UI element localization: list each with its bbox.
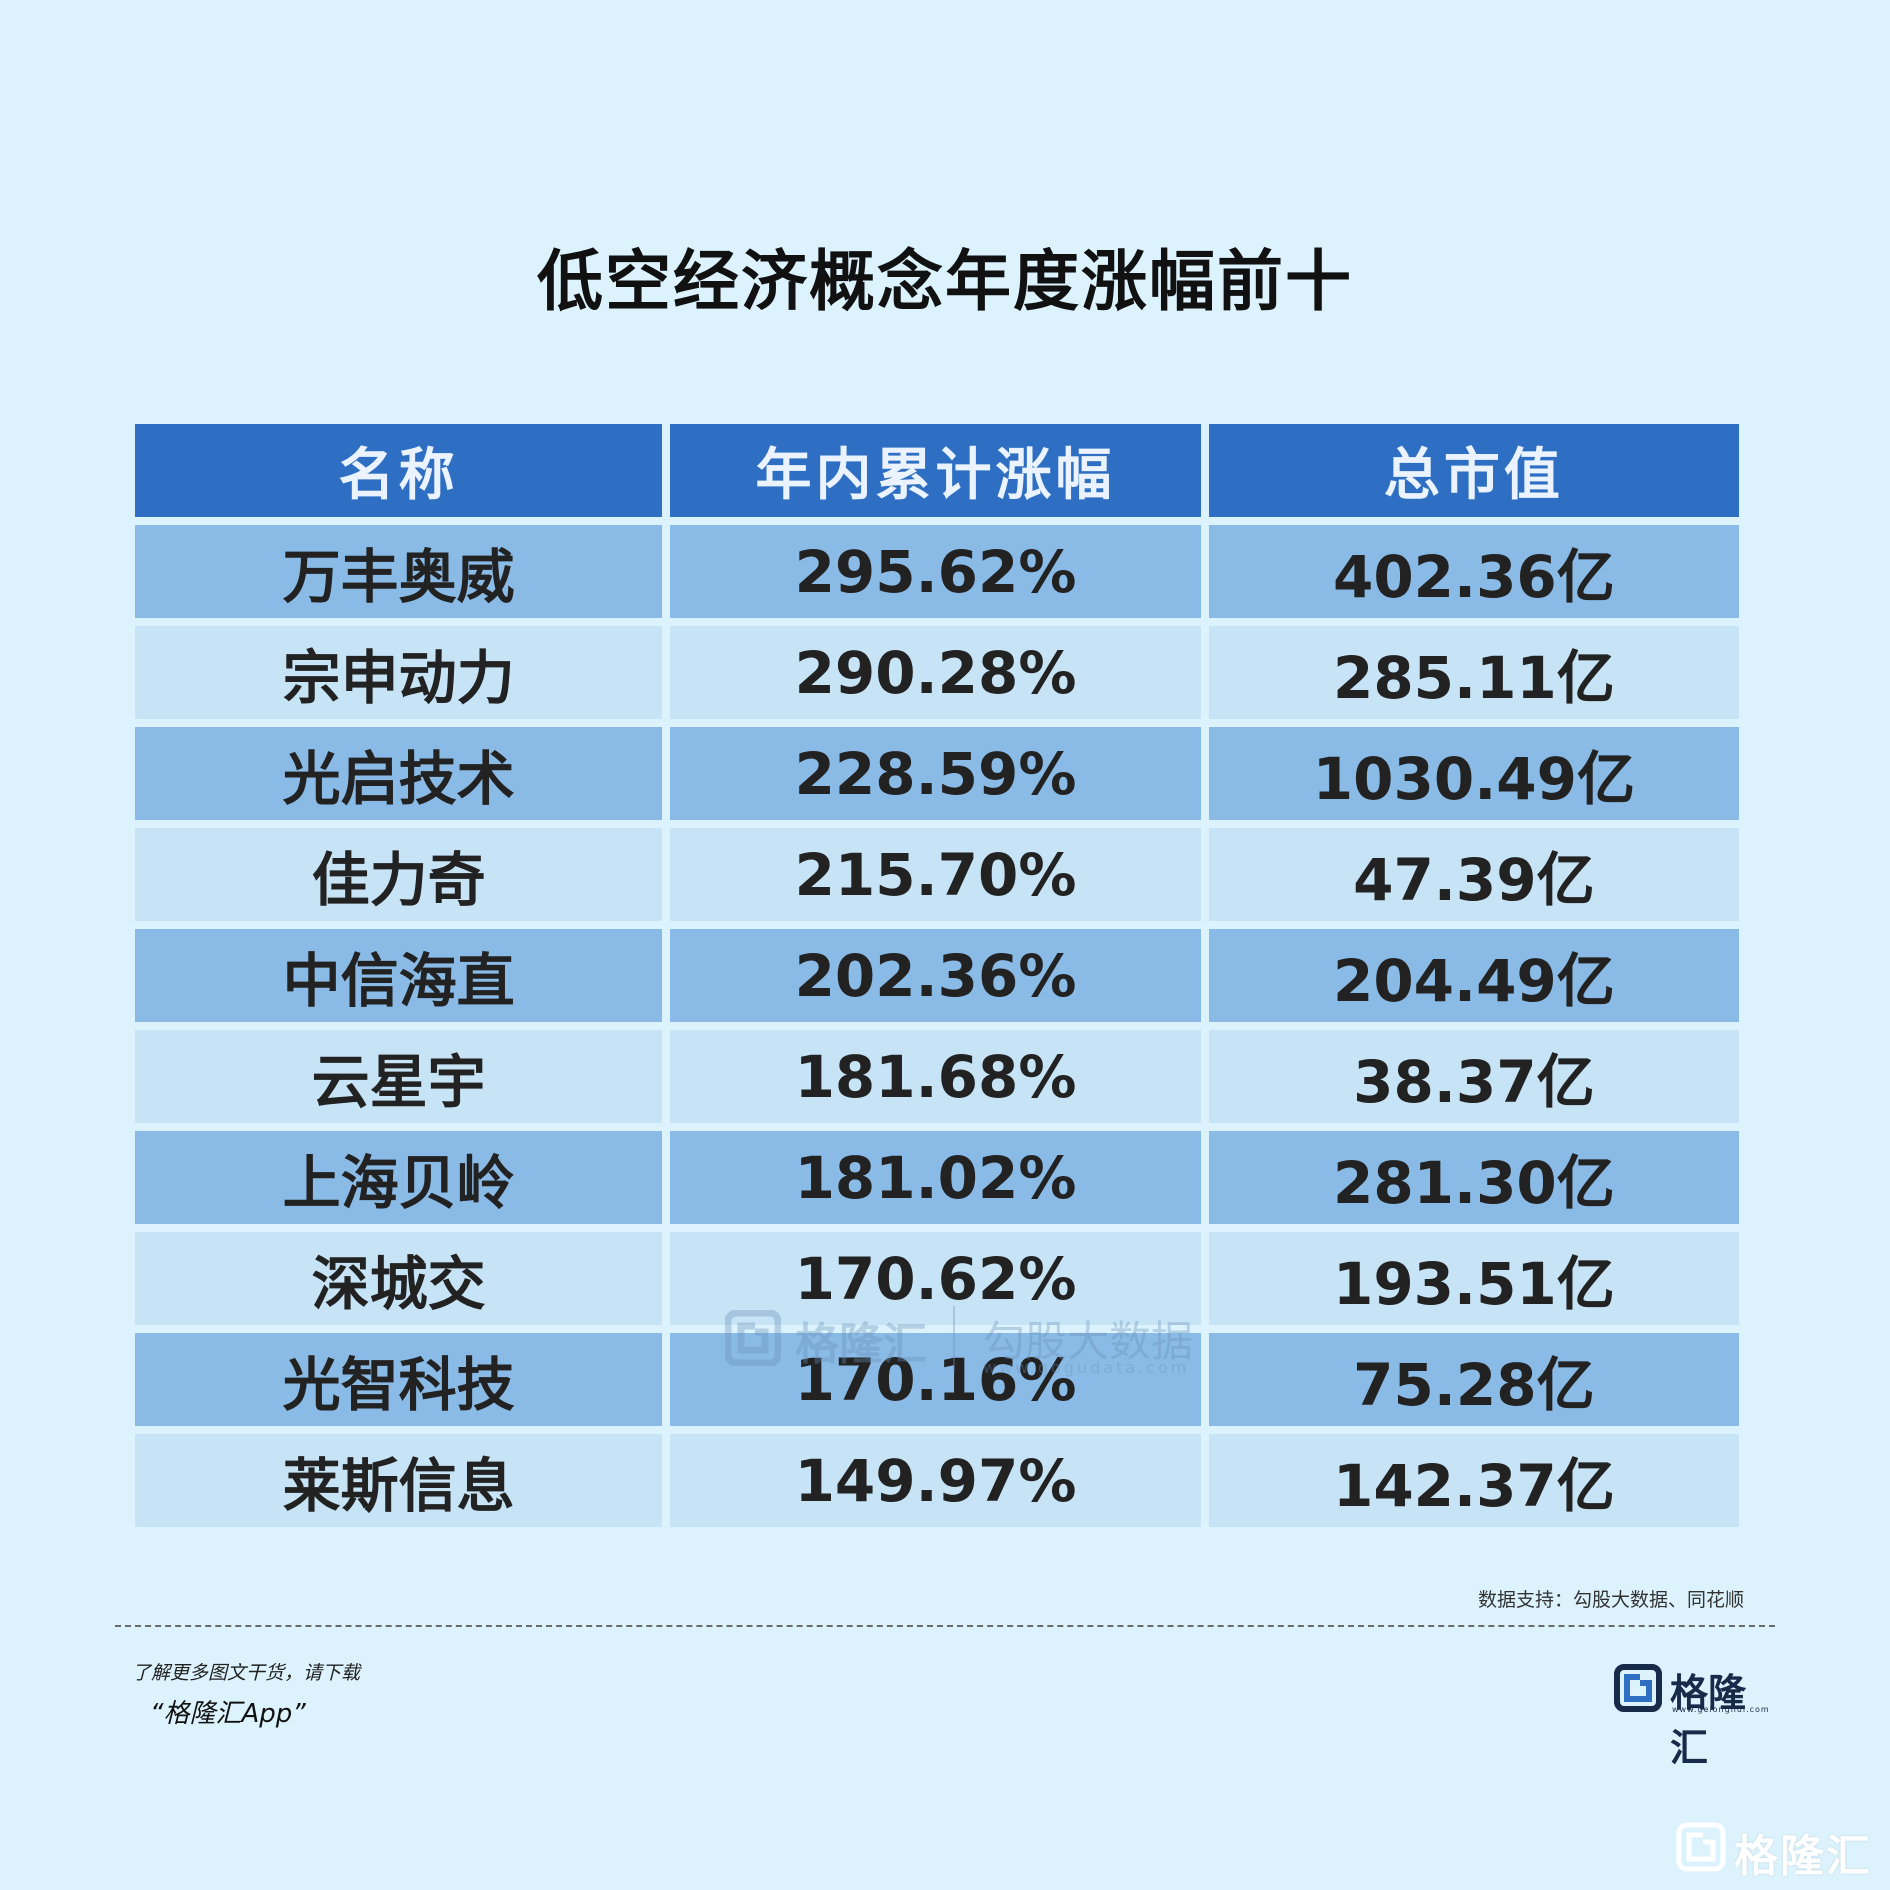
- stock-name: 莱斯信息: [135, 1434, 663, 1527]
- stock-name: 上海贝岭: [135, 1131, 663, 1224]
- stock-market-cap: 402.36亿: [1208, 525, 1739, 618]
- gelonghui-g-icon: [1676, 1822, 1726, 1872]
- stock-gain: 228.59%: [670, 727, 1201, 820]
- table-row: 佳力奇 215.70% 47.39亿: [135, 828, 1739, 921]
- promo-app-name: “格隆汇App”: [150, 1699, 306, 1729]
- table-row: 莱斯信息 149.97% 142.37亿: [135, 1434, 1739, 1527]
- stock-name: 云星宇: [135, 1030, 663, 1123]
- stock-name: 宗申动力: [135, 626, 663, 719]
- stock-name: 深城交: [135, 1232, 663, 1325]
- watermark-url: www.gogudata.com: [983, 1358, 1190, 1377]
- corner-watermark: 格隆汇: [1676, 1818, 1876, 1882]
- stock-market-cap: 193.51亿: [1208, 1232, 1739, 1325]
- stock-market-cap: 38.37亿: [1208, 1030, 1739, 1123]
- stock-name: 佳力奇: [135, 828, 663, 921]
- gelonghui-g-icon: [725, 1310, 781, 1366]
- header-market-cap: 总市值: [1208, 424, 1739, 517]
- stock-gain: 215.70%: [670, 828, 1201, 921]
- stock-gain: 170.16%: [670, 1333, 1201, 1426]
- stock-market-cap: 1030.49亿: [1208, 727, 1739, 820]
- stock-name: 万丰奥威: [135, 525, 663, 618]
- table-row: 宗申动力 290.28% 285.11亿: [135, 626, 1739, 719]
- table-row: 光启技术 228.59% 1030.49亿: [135, 727, 1739, 820]
- gelonghui-g-icon: [1614, 1664, 1662, 1712]
- data-source: 数据支持：勾股大数据、同花顺: [1477, 1589, 1744, 1611]
- stock-name: 光智科技: [135, 1333, 663, 1426]
- stock-market-cap: 47.39亿: [1208, 828, 1739, 921]
- stock-name: 光启技术: [135, 727, 663, 820]
- watermark: 格隆汇 勾股大数据 www.gogudata.com: [725, 1306, 1225, 1386]
- table-row: 万丰奥威 295.62% 402.36亿: [135, 525, 1739, 618]
- corner-brand-text: 格隆汇: [1734, 1831, 1872, 1882]
- header-gain: 年内累计涨幅: [670, 424, 1201, 517]
- stock-gain: 202.36%: [670, 929, 1201, 1022]
- stock-gain: 181.02%: [670, 1131, 1201, 1224]
- watermark-brand: 格隆汇: [795, 1319, 927, 1370]
- stock-gain: 295.62%: [670, 525, 1201, 618]
- brand-logo: 格隆汇 www.gelonghui.com: [1614, 1664, 1774, 1770]
- stock-gain: 181.68%: [670, 1030, 1201, 1123]
- stock-gain: 149.97%: [670, 1434, 1201, 1527]
- watermark-text: 勾股大数据: [983, 1317, 1194, 1366]
- stock-market-cap: 285.11亿: [1208, 626, 1739, 719]
- stock-market-cap: 75.28亿: [1208, 1333, 1739, 1426]
- page-title: 低空经济概念年度涨幅前十: [537, 243, 1353, 320]
- table-row: 中信海直 202.36% 204.49亿: [135, 929, 1739, 1022]
- table-row: 光智科技 170.16% 75.28亿: [135, 1333, 1739, 1426]
- promo-text: 了解更多图文干货，请下载: [132, 1662, 361, 1684]
- table-row: 深城交 170.62% 193.51亿: [135, 1232, 1739, 1325]
- stock-gain: 290.28%: [670, 626, 1201, 719]
- table-row: 上海贝岭 181.02% 281.30亿: [135, 1131, 1739, 1224]
- ranking-table: 名称 年内累计涨幅 总市值 万丰奥威 295.62% 402.36亿 宗申动力 …: [127, 416, 1747, 1535]
- stock-market-cap: 204.49亿: [1208, 929, 1739, 1022]
- divider: [115, 1625, 1775, 1627]
- logo-url: www.gelonghui.com: [1672, 1705, 1770, 1714]
- stock-market-cap: 142.37亿: [1208, 1434, 1739, 1527]
- stock-name: 中信海直: [135, 929, 663, 1022]
- table-row: 云星宇 181.68% 38.37亿: [135, 1030, 1739, 1123]
- watermark-divider: [953, 1306, 955, 1372]
- stock-market-cap: 281.30亿: [1208, 1131, 1739, 1224]
- logo-text: 格隆汇: [1670, 1671, 1747, 1770]
- stock-gain: 170.62%: [670, 1232, 1201, 1325]
- header-name: 名称: [135, 424, 663, 517]
- table-header-row: 名称 年内累计涨幅 总市值: [135, 424, 1739, 517]
